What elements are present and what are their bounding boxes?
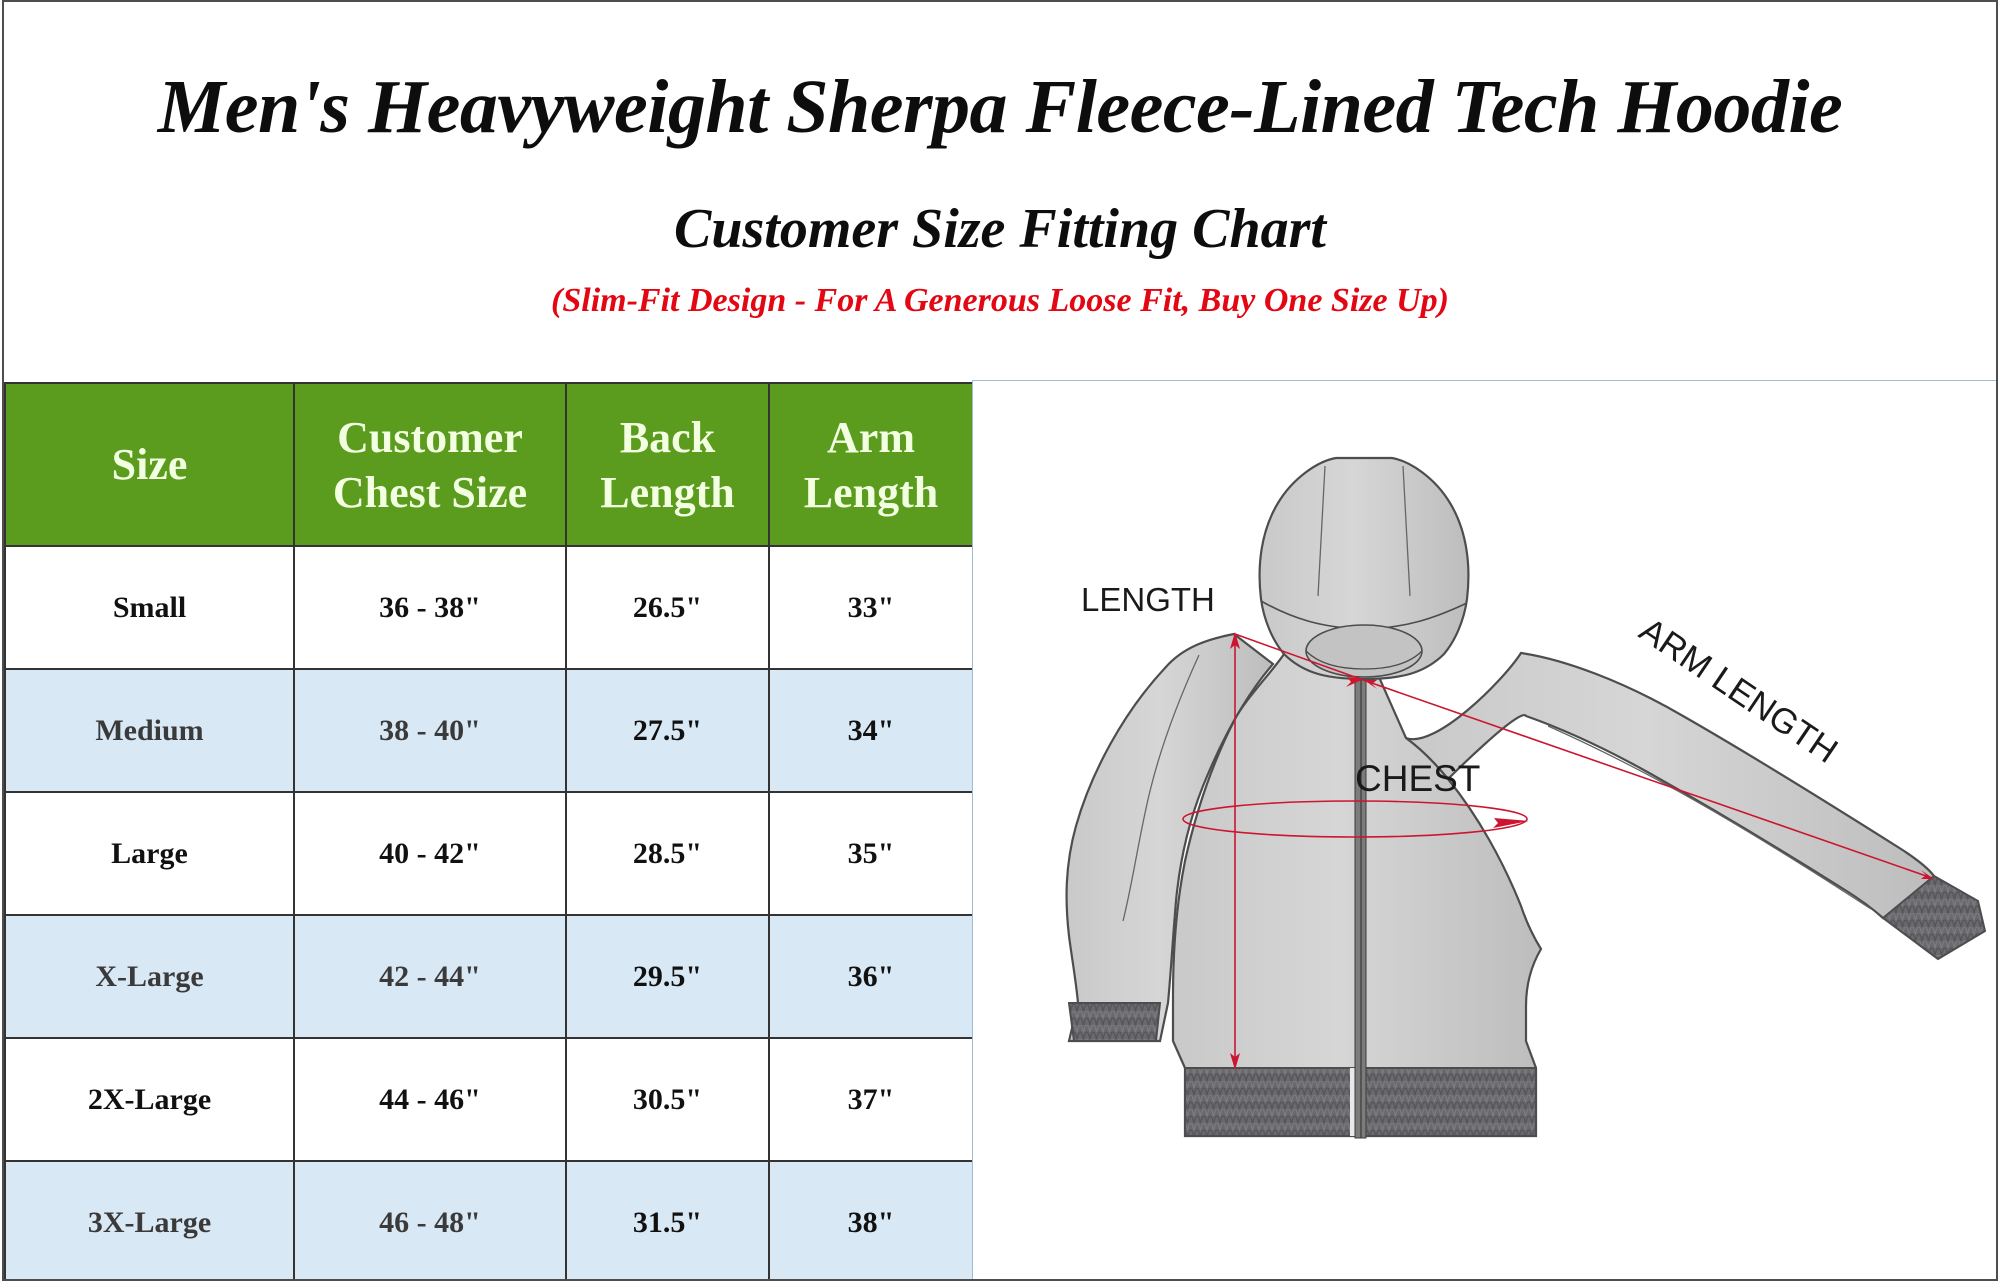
svg-text:CHEST: CHEST [1355,758,1480,799]
svg-text:LENGTH: LENGTH [1081,581,1215,618]
